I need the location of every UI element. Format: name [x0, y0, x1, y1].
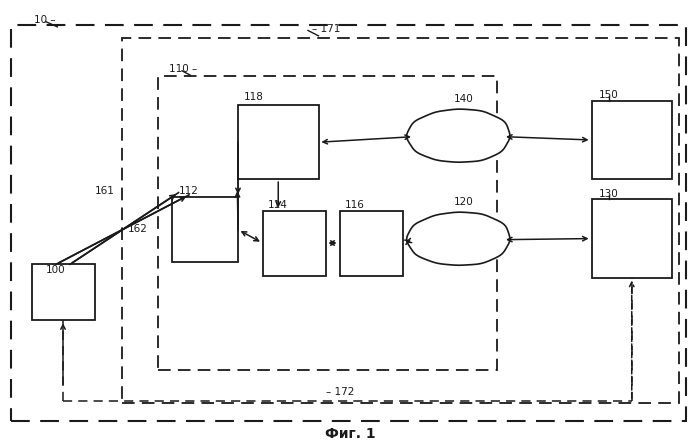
Text: Фиг. 1: Фиг. 1	[325, 426, 375, 441]
Text: 120: 120	[454, 198, 473, 207]
Text: 130: 130	[599, 189, 619, 198]
Text: 100: 100	[46, 265, 65, 275]
Bar	[32, 264, 94, 320]
Bar	[158, 76, 497, 370]
Text: 161: 161	[94, 186, 114, 196]
Text: 162: 162	[127, 224, 147, 234]
Text: 114: 114	[268, 200, 288, 210]
Bar	[10, 25, 686, 421]
Bar	[238, 105, 318, 179]
Text: 150: 150	[599, 90, 619, 100]
Bar	[340, 211, 402, 276]
Bar	[262, 211, 326, 276]
Text: 140: 140	[454, 95, 473, 104]
Text: 112: 112	[178, 186, 198, 196]
Text: – 172: – 172	[326, 387, 354, 397]
Polygon shape	[407, 212, 510, 265]
Polygon shape	[407, 109, 510, 162]
Text: 116: 116	[345, 200, 365, 210]
Bar	[592, 101, 672, 179]
Bar	[122, 38, 679, 403]
Bar	[592, 199, 672, 278]
Text: 10 –: 10 –	[34, 15, 55, 25]
Text: 118: 118	[244, 92, 263, 102]
Bar	[172, 197, 238, 262]
Text: 110 –: 110 –	[169, 65, 197, 74]
Text: – 171: – 171	[312, 24, 340, 34]
